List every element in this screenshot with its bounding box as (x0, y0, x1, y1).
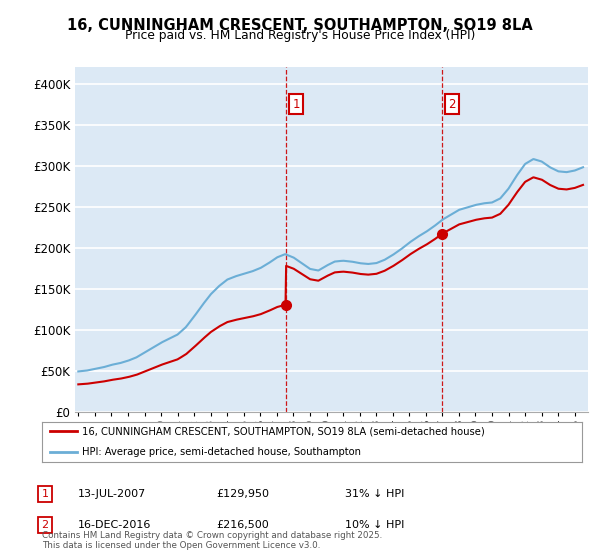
Text: Price paid vs. HM Land Registry's House Price Index (HPI): Price paid vs. HM Land Registry's House … (125, 29, 475, 42)
Text: 16, CUNNINGHAM CRESCENT, SOUTHAMPTON, SO19 8LA: 16, CUNNINGHAM CRESCENT, SOUTHAMPTON, SO… (67, 18, 533, 33)
Text: 1: 1 (292, 97, 300, 111)
Text: Contains HM Land Registry data © Crown copyright and database right 2025.
This d: Contains HM Land Registry data © Crown c… (42, 531, 382, 550)
Text: 10% ↓ HPI: 10% ↓ HPI (345, 520, 404, 530)
Text: 2: 2 (448, 97, 456, 111)
Text: £129,950: £129,950 (216, 489, 269, 499)
Text: 31% ↓ HPI: 31% ↓ HPI (345, 489, 404, 499)
Text: 1: 1 (41, 489, 49, 499)
Text: 16, CUNNINGHAM CRESCENT, SOUTHAMPTON, SO19 8LA (semi-detached house): 16, CUNNINGHAM CRESCENT, SOUTHAMPTON, SO… (83, 426, 485, 436)
Text: £216,500: £216,500 (216, 520, 269, 530)
Text: 2: 2 (41, 520, 49, 530)
Text: HPI: Average price, semi-detached house, Southampton: HPI: Average price, semi-detached house,… (83, 446, 361, 456)
Text: 16-DEC-2016: 16-DEC-2016 (78, 520, 151, 530)
Text: 13-JUL-2007: 13-JUL-2007 (78, 489, 146, 499)
